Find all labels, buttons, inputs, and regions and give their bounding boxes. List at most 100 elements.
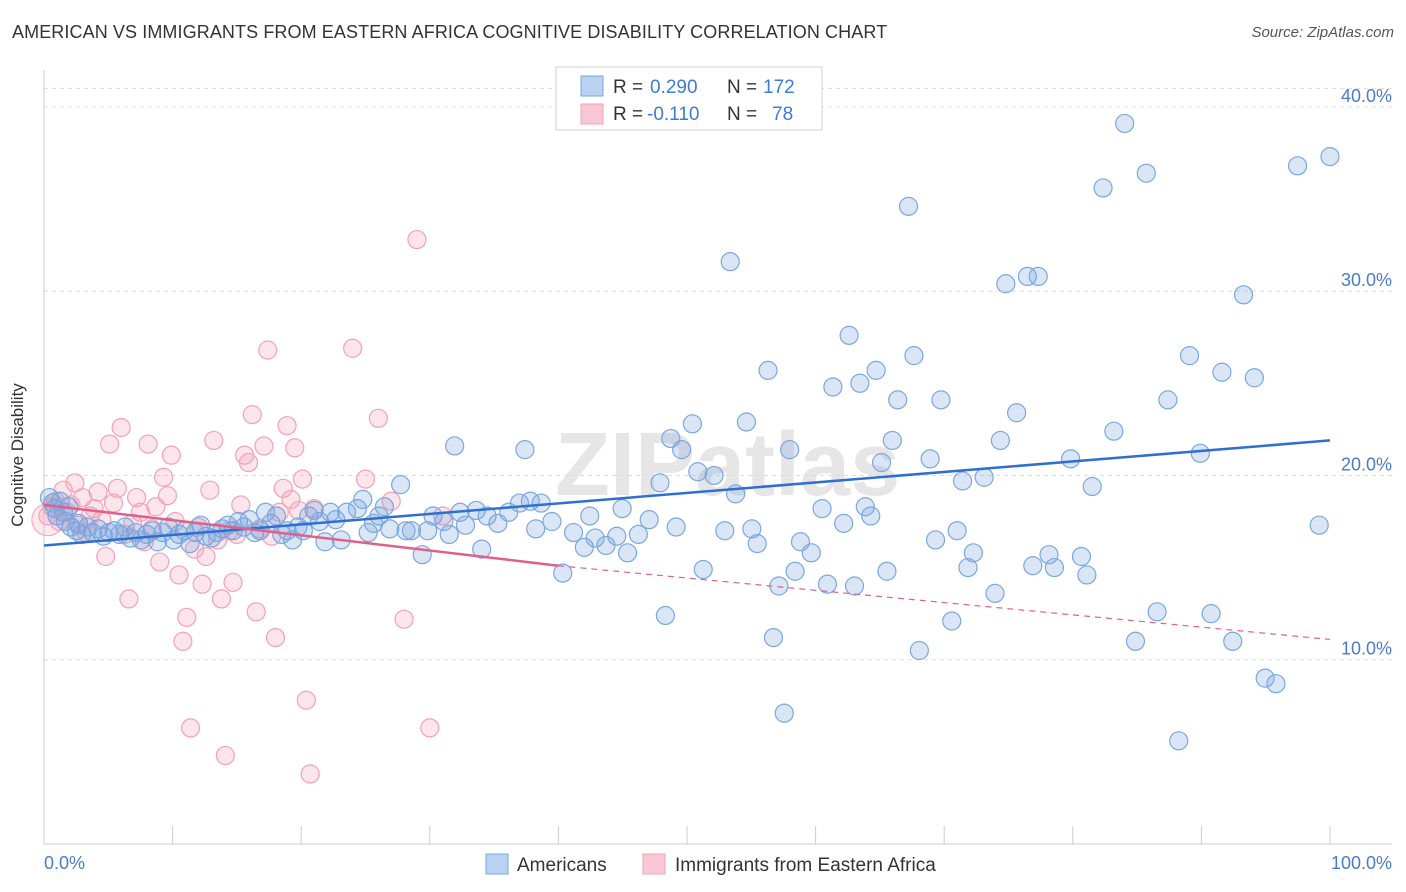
americans-point (1061, 449, 1081, 469)
immigrants-r-label: R = (613, 104, 643, 125)
americans-point (958, 557, 978, 578)
americans-point (380, 519, 400, 539)
americans-point (1017, 266, 1038, 286)
americans-point (1179, 346, 1200, 366)
x-tick-label-min: 0.0% (44, 853, 85, 873)
americans-point (952, 471, 973, 491)
immigrants-point (150, 552, 170, 572)
americans-point (607, 526, 627, 546)
americans-point (812, 499, 832, 519)
y-tick-labels: 10.0% 20.0% 30.0% 40.0% (1341, 86, 1392, 659)
americans-point (974, 467, 994, 487)
immigrants-point (181, 718, 201, 738)
americans-point (1044, 557, 1065, 578)
americans-point (617, 543, 638, 563)
americans-point (774, 703, 794, 723)
trend-lines (43, 439, 1331, 641)
americans-point (1266, 674, 1286, 694)
americans-point (720, 252, 740, 272)
americans-point (1201, 604, 1221, 624)
americans-point (1212, 362, 1232, 382)
immigrants-point (111, 417, 131, 438)
stats-legend: R = 0.290 N = 172 R = -0.110 N = 78 (555, 66, 823, 131)
americans-point (1223, 631, 1243, 651)
americans-point (526, 519, 546, 539)
americans-point (1169, 731, 1189, 751)
americans-point (704, 465, 724, 486)
immigrants-point (88, 482, 108, 502)
legend-americans-swatch (485, 853, 509, 875)
americans-point (391, 475, 411, 495)
americans-point (1093, 178, 1113, 198)
americans-point (396, 521, 416, 541)
americans-point (1077, 565, 1097, 585)
immigrants-point (273, 478, 293, 498)
americans-point (769, 576, 789, 596)
immigrants-point (368, 408, 388, 428)
americans-n-value: 172 (763, 77, 795, 98)
americans-point (817, 574, 838, 594)
americans-point (736, 412, 757, 432)
americans-point (1023, 556, 1043, 576)
immigrants-point (96, 546, 116, 567)
americans-point (439, 524, 459, 545)
americans-swatch (580, 75, 604, 97)
americans-point (850, 373, 870, 393)
immigrants-point (107, 478, 127, 498)
immigrants-point (223, 572, 243, 592)
americans-point (904, 346, 924, 366)
americans-point (455, 515, 476, 535)
americans-point (353, 489, 373, 509)
immigrants-point (169, 565, 189, 585)
americans-point (315, 532, 335, 552)
americans-point (882, 430, 902, 451)
americans-point (715, 521, 735, 541)
americans-point (763, 627, 784, 648)
americans-point (347, 499, 367, 519)
immigrants-point (246, 602, 266, 622)
americans-point (423, 506, 443, 526)
americans-point (542, 511, 562, 532)
americans-trend-line (43, 439, 1331, 547)
americans-point (742, 519, 762, 539)
americans-point (1028, 266, 1048, 286)
americans-point (942, 611, 962, 631)
americans-point (1125, 631, 1146, 651)
immigrants-point (200, 480, 220, 500)
chart-title: AMERICAN VS IMMIGRANTS FROM EASTERN AFRI… (12, 22, 888, 42)
americans-point (963, 543, 983, 563)
y-tick-label: 40.0% (1341, 86, 1392, 106)
immigrants-point (254, 436, 274, 456)
y-tick-label: 20.0% (1341, 454, 1392, 474)
immigrants-n-label: N = (727, 104, 757, 125)
americans-point (1115, 113, 1135, 134)
americans-point (477, 506, 497, 526)
americans-point (401, 521, 422, 541)
americans-point (834, 513, 854, 533)
americans-point (1320, 147, 1340, 167)
y-tick-label: 10.0% (1341, 639, 1392, 659)
americans-point (844, 576, 865, 596)
immigrants-point (157, 486, 178, 506)
americans-point (871, 452, 892, 473)
americans-point (1136, 163, 1156, 183)
americans-point (255, 502, 276, 522)
americans-point (531, 493, 551, 513)
americans-point (688, 462, 708, 482)
immigrants-point (173, 631, 193, 651)
immigrants-point (238, 452, 259, 473)
americans-point (931, 390, 951, 410)
americans-point (823, 377, 843, 397)
americans-point (1147, 602, 1167, 622)
immigrants-r-value: -0.110 (647, 104, 699, 125)
immigrants-point (355, 469, 376, 489)
immigrants-point (215, 745, 235, 766)
americans-point (801, 543, 821, 563)
x-tick-label-max: 100.0% (1331, 853, 1392, 873)
americans-points (39, 113, 1340, 751)
immigrants-point (242, 405, 262, 425)
immigrants-point (204, 430, 224, 451)
immigrants-point (265, 627, 286, 648)
americans-point (563, 522, 584, 543)
